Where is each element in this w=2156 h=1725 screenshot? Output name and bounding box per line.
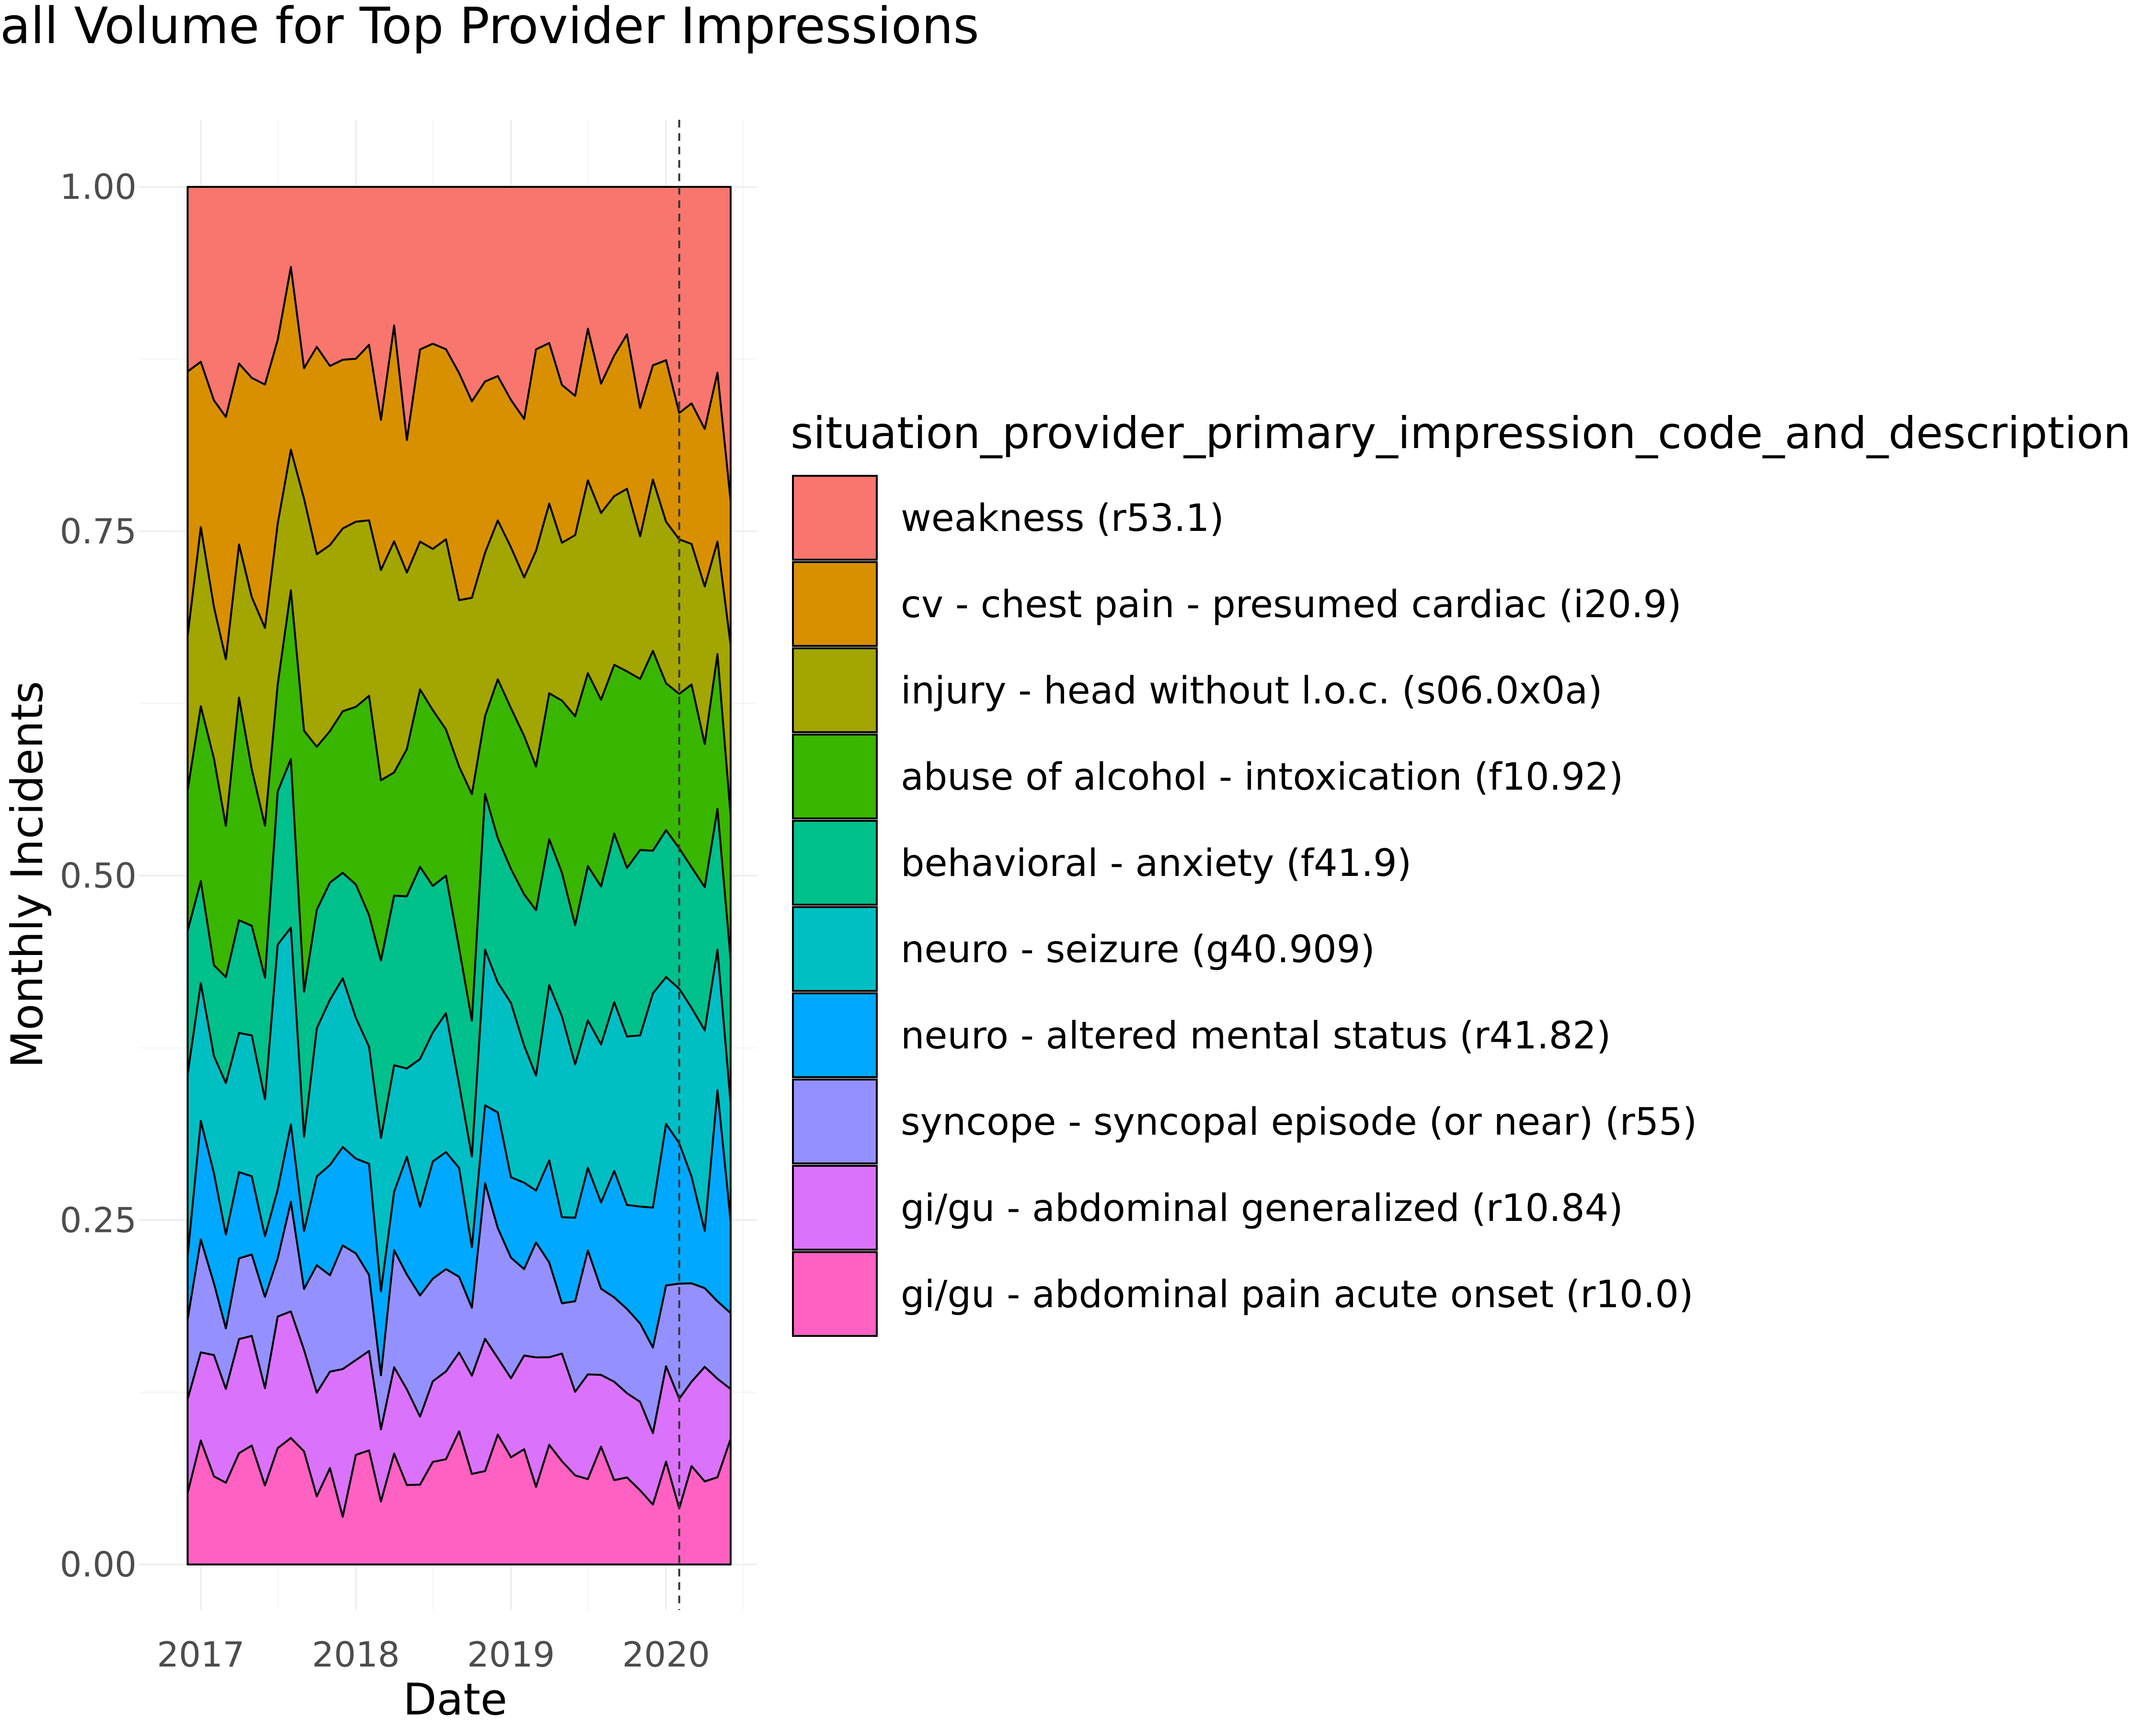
legend-swatch — [792, 561, 878, 647]
legend-label: neuro - altered mental status (r41.82) — [901, 1014, 1611, 1058]
x-tick-label: 2017 — [157, 1634, 244, 1675]
stacked-areas — [186, 186, 732, 1565]
y-tick-label: 1.00 — [60, 167, 137, 207]
legend-swatch — [792, 820, 878, 906]
legend-swatch — [792, 1079, 878, 1164]
chart-title: all Volume for Top Provider Impressions — [0, 0, 979, 55]
legend-swatch — [792, 1251, 878, 1337]
x-axis: 2017 2018 2019 2020 — [157, 1634, 710, 1675]
y-tick-label: 0.25 — [60, 1200, 137, 1240]
legend-label: injury - head without l.o.c. (s06.0x0a) — [901, 669, 1603, 713]
x-axis-title: Date — [403, 1675, 507, 1725]
legend-label: syncope - syncopal episode (or near) (r5… — [901, 1101, 1697, 1144]
y-tick-label: 0.00 — [60, 1544, 137, 1585]
x-tick-label: 2020 — [622, 1634, 710, 1675]
legend-swatch — [792, 475, 878, 561]
y-axis: 0.00 0.25 0.50 0.75 1.00 — [60, 167, 137, 1585]
legend-label: cv - chest pain - presumed cardiac (i20.… — [901, 583, 1682, 626]
y-tick-label: 0.75 — [60, 511, 137, 552]
legend-label: gi/gu - abdominal pain acute onset (r10.… — [901, 1273, 1694, 1316]
legend-title: situation_provider_primary_impression_co… — [791, 408, 2131, 459]
legend-label: neuro - seizure (g40.909) — [901, 928, 1375, 971]
legend-swatch — [792, 906, 878, 992]
y-axis-title: Monthly Incidents — [2, 681, 53, 1068]
y-tick-label: 0.50 — [60, 856, 137, 896]
legend-swatch — [792, 992, 878, 1078]
legend-swatch — [792, 734, 878, 819]
legend-label: weakness (r53.1) — [901, 497, 1224, 540]
legend-label: behavioral - anxiety (f41.9) — [901, 842, 1411, 885]
legend-label: gi/gu - abdominal generalized (r10.84) — [901, 1187, 1623, 1230]
area-weakness-r53-1 — [186, 186, 732, 502]
x-tick-label: 2018 — [312, 1634, 400, 1675]
legend-swatch — [792, 1165, 878, 1251]
legend-swatch — [792, 647, 878, 733]
x-tick-label: 2019 — [467, 1634, 555, 1675]
legend: situation_provider_primary_impression_co… — [791, 408, 2131, 1337]
legend-label: abuse of alcohol - intoxication (f10.92) — [901, 756, 1623, 799]
